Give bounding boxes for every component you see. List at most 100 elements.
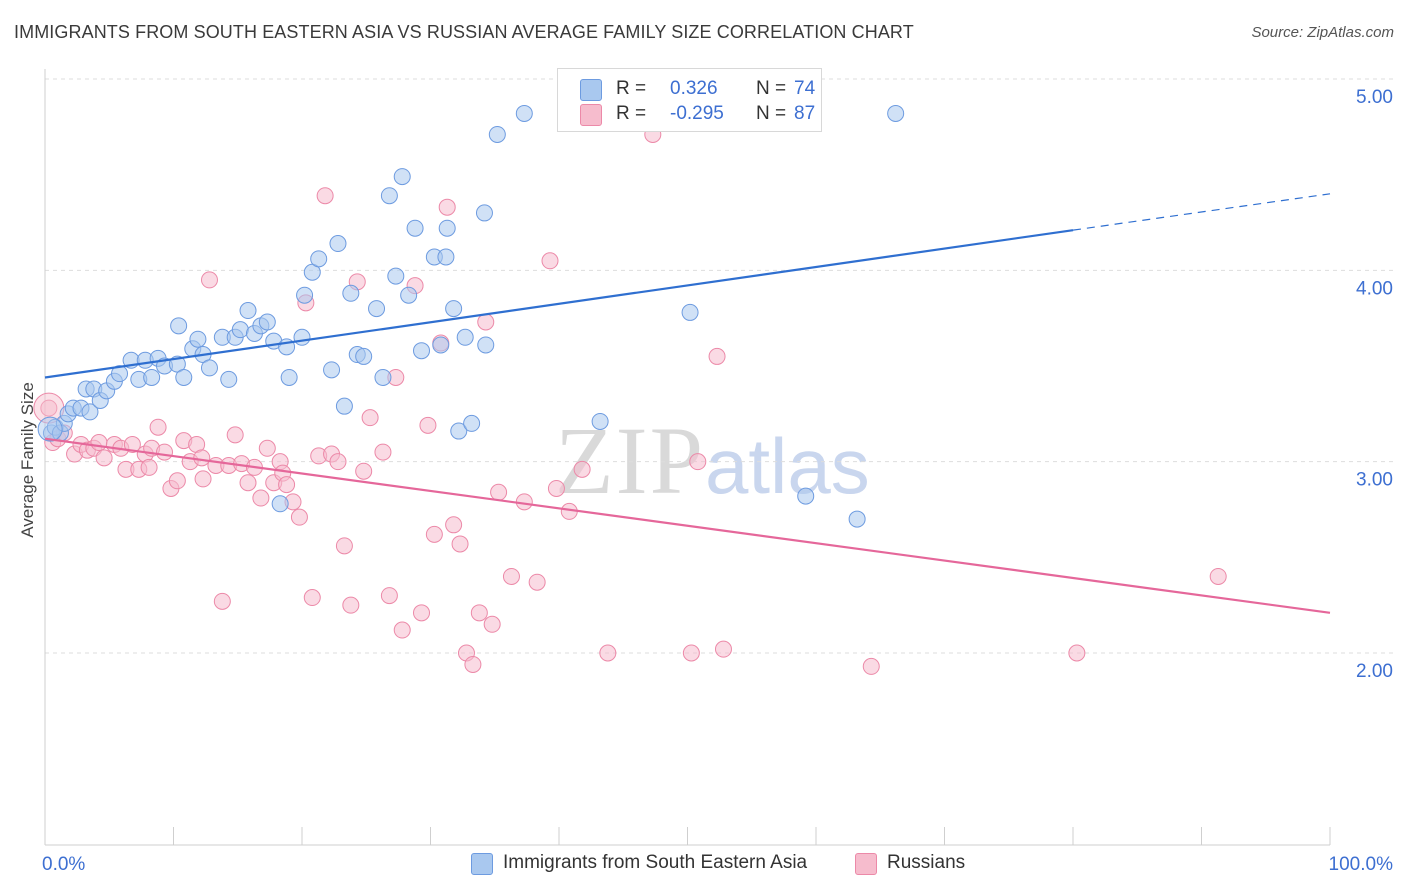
russians-point <box>90 434 108 452</box>
russians-point <box>168 472 186 490</box>
russians-point <box>194 470 212 488</box>
russians-point <box>258 439 276 457</box>
russians-point <box>226 426 244 444</box>
legend-r-value: 0.326 <box>670 78 718 99</box>
axes <box>44 69 1331 846</box>
russians-point <box>329 453 347 471</box>
y-tick-label: 2.00 <box>1356 661 1393 682</box>
russians-point <box>1068 644 1086 662</box>
sea-point <box>374 368 392 386</box>
russians-point <box>528 573 546 591</box>
y-tick-label: 3.00 <box>1356 470 1393 491</box>
sea-point <box>406 219 424 237</box>
sea-point <box>310 250 328 268</box>
sea-point <box>515 104 533 122</box>
legend-swatch-pink <box>580 104 602 126</box>
legend-n-value: 74 <box>794 78 816 99</box>
sea-point <box>463 414 481 432</box>
sea-point <box>848 510 866 528</box>
russians-point <box>708 347 726 365</box>
chart-title: IMMIGRANTS FROM SOUTH EASTERN ASIA VS RU… <box>14 22 914 42</box>
russians-point <box>477 313 495 331</box>
sea-point-large <box>37 416 63 442</box>
sea-point <box>450 422 468 440</box>
sea-point <box>591 412 609 430</box>
sea-trend-extension <box>1072 193 1331 231</box>
russians-point <box>689 453 707 471</box>
sea-point <box>220 370 238 388</box>
russians-point <box>413 604 431 622</box>
legend-label-russians: Russians <box>887 852 966 873</box>
sea-point <box>231 321 249 339</box>
russians-point <box>425 525 443 543</box>
sea-point <box>280 368 298 386</box>
sea-point <box>239 302 257 320</box>
russians-point <box>140 458 158 476</box>
russians-point <box>483 615 501 633</box>
sea-point <box>175 368 193 386</box>
russians-point <box>156 443 174 461</box>
watermark: ZIPatlas <box>555 405 870 516</box>
sea-point <box>797 487 815 505</box>
russians-point <box>361 409 379 427</box>
legend-n-label: N = <box>756 78 787 99</box>
russians-point <box>213 592 231 610</box>
sea-point <box>170 317 188 335</box>
russians-point <box>490 483 508 501</box>
trend-lines <box>44 193 1331 614</box>
sea-point <box>368 300 386 318</box>
sea-point <box>887 104 905 122</box>
russians-point <box>95 449 113 467</box>
sea-point <box>81 403 99 421</box>
sea-point <box>438 219 456 237</box>
sea-point <box>393 168 411 186</box>
legend-n-value: 87 <box>794 103 816 124</box>
sea-point <box>456 328 474 346</box>
sea-immigrants-points <box>37 104 905 528</box>
russians-points <box>33 125 1227 675</box>
russians-point <box>573 460 591 478</box>
russians-point <box>252 489 270 507</box>
legend-swatch-blue <box>580 79 602 101</box>
russians-point <box>419 416 437 434</box>
russians-point <box>355 462 373 480</box>
sea-point <box>355 347 373 365</box>
russians-point <box>316 187 334 205</box>
sea-point <box>387 267 405 285</box>
sea-trend-line <box>44 229 1074 379</box>
russians-point <box>599 644 617 662</box>
legend-r-label: R = <box>616 78 647 99</box>
russians-point <box>193 449 211 467</box>
russians-point <box>464 655 482 673</box>
sea-point <box>342 284 360 302</box>
x-tick-label: 0.0% <box>42 854 85 875</box>
russians-point <box>278 476 296 494</box>
legend-label-sea: Immigrants from South Eastern Asia <box>503 852 808 873</box>
sea-point <box>380 187 398 205</box>
russians-point <box>541 252 559 270</box>
watermark-atlas: atlas <box>705 422 870 510</box>
russians-point <box>303 589 321 607</box>
sea-point <box>329 235 347 253</box>
legend-swatch-blue <box>471 853 493 875</box>
y-axis-label: Average Family Size <box>18 382 37 538</box>
russians-point <box>547 479 565 497</box>
russians-point <box>290 508 308 526</box>
sea-point <box>189 330 207 348</box>
tick-labels: 2.00 3.00 4.00 5.00 0.0% 100.0% <box>42 87 1393 875</box>
russians-point <box>470 604 488 622</box>
sea-point <box>413 342 431 360</box>
russians-point <box>380 587 398 605</box>
russians-point <box>502 567 520 585</box>
russians-trend-line <box>44 437 1331 614</box>
sea-point <box>335 397 353 415</box>
gridlines <box>45 78 1395 654</box>
sea-point <box>488 125 506 143</box>
russians-point <box>862 657 880 675</box>
russians-point <box>335 537 353 555</box>
sea-point <box>445 300 463 318</box>
sea-point <box>143 368 161 386</box>
russians-point <box>374 443 392 461</box>
sea-point <box>111 365 129 383</box>
